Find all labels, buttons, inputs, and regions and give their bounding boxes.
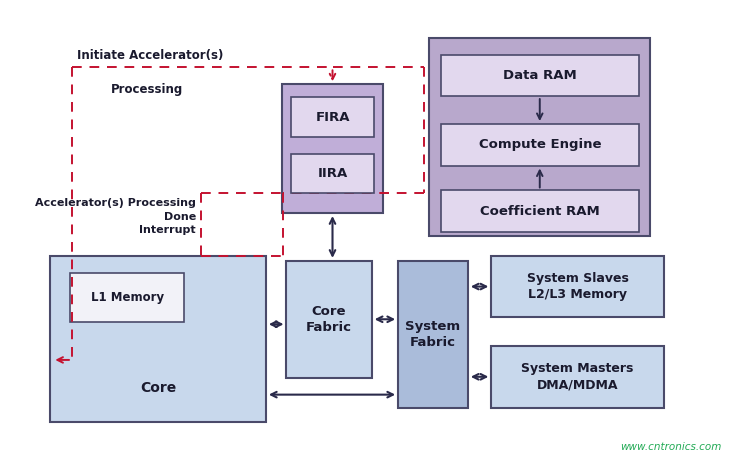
Bar	[281, 84, 384, 213]
Text: Data RAM: Data RAM	[503, 69, 577, 82]
Bar	[491, 346, 664, 408]
Bar	[398, 261, 468, 408]
Text: System Masters
DMA/MDMA: System Masters DMA/MDMA	[521, 362, 634, 391]
Bar	[441, 190, 639, 232]
Bar	[287, 261, 372, 378]
Bar	[291, 154, 374, 193]
Bar	[441, 124, 639, 166]
Text: Coefficient RAM: Coefficient RAM	[480, 205, 599, 218]
Text: FIRA: FIRA	[315, 110, 349, 123]
Text: Accelerator(s) Processing
Done
Interrupt: Accelerator(s) Processing Done Interrupt	[35, 198, 196, 235]
Text: Initiate Accelerator(s): Initiate Accelerator(s)	[77, 49, 223, 62]
Bar	[291, 97, 374, 137]
Text: System Slaves
L2/L3 Memory: System Slaves L2/L3 Memory	[526, 272, 629, 301]
Text: Core: Core	[140, 381, 176, 395]
Bar	[70, 273, 184, 322]
Text: www.cntronics.com: www.cntronics.com	[620, 442, 721, 452]
Bar	[491, 256, 664, 317]
Text: Core
Fabric: Core Fabric	[306, 305, 352, 334]
Text: IIRA: IIRA	[317, 167, 348, 180]
Text: System
Fabric: System Fabric	[406, 320, 461, 349]
Text: L1 Memory: L1 Memory	[91, 291, 164, 304]
Text: Compute Engine: Compute Engine	[479, 138, 601, 151]
Text: Processing: Processing	[110, 83, 183, 96]
Bar	[50, 256, 266, 422]
Bar	[441, 54, 639, 96]
Bar	[429, 38, 651, 236]
